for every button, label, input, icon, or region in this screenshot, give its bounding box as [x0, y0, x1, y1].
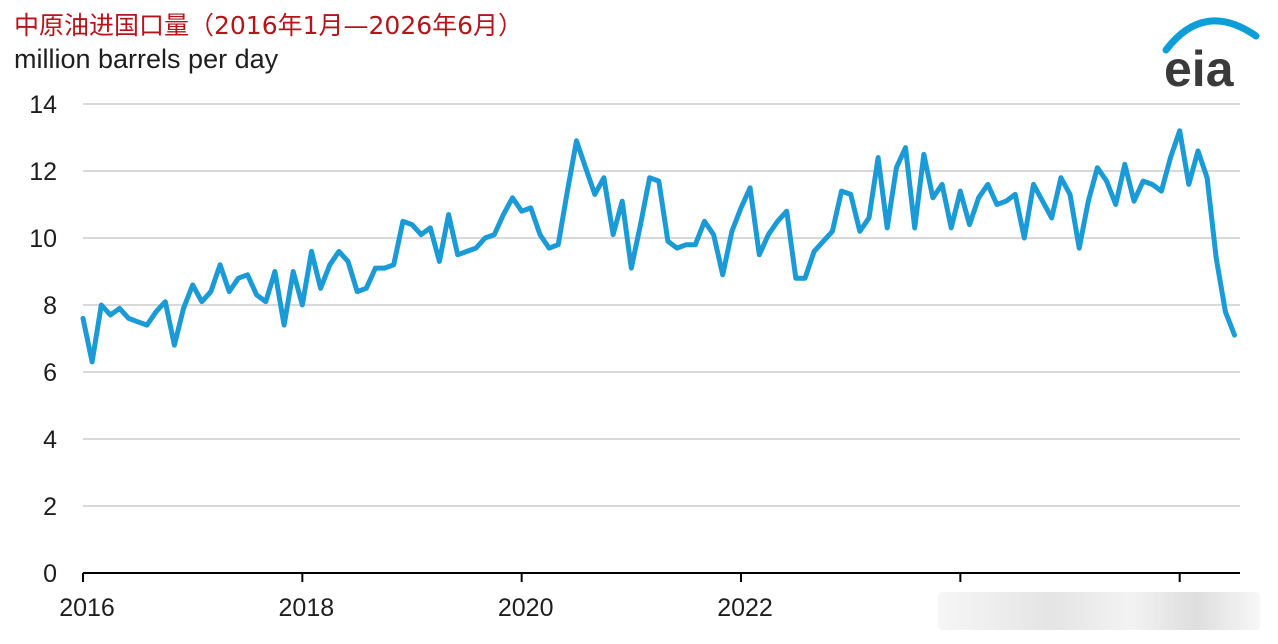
eia-logo: eia [1162, 17, 1260, 96]
y-tick-label-14: 14 [29, 91, 57, 119]
x-tick-label-2016: 2016 [59, 594, 115, 622]
y-tick-label-6: 6 [43, 359, 57, 387]
gridlines [83, 103, 1240, 507]
series-line-0 [80, 128, 1237, 365]
y-axis-unit-label: million barrels per day [14, 44, 279, 74]
series-layer [80, 128, 1237, 365]
y-tick-label-10: 10 [29, 225, 57, 253]
y-tick-label-8: 8 [43, 292, 57, 320]
y-tick-label-0: 0 [43, 560, 57, 588]
y-tick-label-2: 2 [43, 493, 57, 521]
eia-logo-text: eia [1164, 41, 1235, 96]
eia-logo-arc [1162, 17, 1260, 54]
chart-title: 中原油进国口量（2016年1月—2026年6月） [14, 11, 524, 40]
y-tick-label-12: 12 [29, 158, 57, 186]
y-tick-label-4: 4 [43, 426, 57, 454]
x-tick-label-2022: 2022 [717, 594, 773, 622]
y-axis-ticks: 0 2 4 6 8 10 12 14 [29, 91, 57, 588]
blurred-region [938, 592, 1260, 630]
x-axis-ticks: 2016 2018 2020 2022 [59, 573, 1181, 622]
x-tick-label-2020: 2020 [498, 594, 554, 622]
x-tick-label-2018: 2018 [279, 594, 335, 622]
